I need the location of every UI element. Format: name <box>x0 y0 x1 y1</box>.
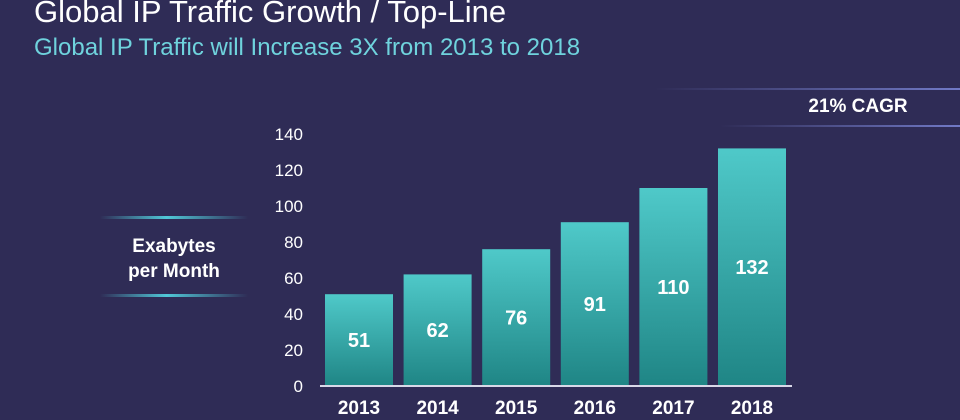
data-label-2016: 91 <box>584 294 606 316</box>
cagr-divider-bottom <box>720 125 960 127</box>
bar-2016 <box>560 222 629 386</box>
ylabel-divider-bottom <box>100 294 248 297</box>
x-tick-label: 2016 <box>574 398 616 419</box>
data-label-2014: 62 <box>426 320 448 342</box>
y-tick-label: 140 <box>275 125 303 144</box>
y-axis-ticks: 0 20 40 60 80 100 120 140 <box>275 125 303 396</box>
bar-2013 <box>325 294 393 386</box>
data-label-2013: 51 <box>348 330 370 352</box>
bars-group: 51 62 76 91 110 132 <box>325 148 786 386</box>
bar-2015 <box>482 249 551 386</box>
data-label-2017: 110 <box>657 277 689 299</box>
bar-2017 <box>639 188 708 386</box>
y-tick-label: 80 <box>284 233 303 252</box>
y-axis-label-line-1: Exabytes <box>132 236 216 257</box>
x-tick-label: 2013 <box>338 398 380 419</box>
chart-subtitle: Global IP Traffic will Increase 3X from … <box>34 34 581 61</box>
x-tick-label: 2015 <box>495 398 538 419</box>
y-tick-label: 40 <box>284 305 303 324</box>
y-tick-label: 20 <box>284 341 303 360</box>
data-label-2018: 132 <box>735 257 768 279</box>
cagr-annotation: 21% CAGR <box>808 96 908 117</box>
ylabel-divider-top <box>100 216 248 219</box>
y-tick-label: 120 <box>275 161 303 180</box>
y-tick-label: 0 <box>294 377 303 396</box>
bar-2018 <box>718 148 786 386</box>
cagr-divider-top <box>655 88 960 90</box>
y-axis-label-line-2: per Month <box>128 261 220 282</box>
x-tick-label: 2017 <box>652 398 694 419</box>
x-axis-ticks: 2013 2014 2015 2016 2017 2018 <box>338 398 773 419</box>
chart-title: Global IP Traffic Growth / Top-Line <box>34 0 507 29</box>
data-label-2015: 76 <box>505 308 527 330</box>
x-tick-label: 2018 <box>731 398 773 419</box>
x-tick-label: 2014 <box>416 398 459 419</box>
y-tick-label: 60 <box>284 269 303 288</box>
bar-2014 <box>403 274 472 386</box>
y-axis-label: Exabytes per Month <box>100 234 248 284</box>
y-tick-label: 100 <box>275 197 303 216</box>
